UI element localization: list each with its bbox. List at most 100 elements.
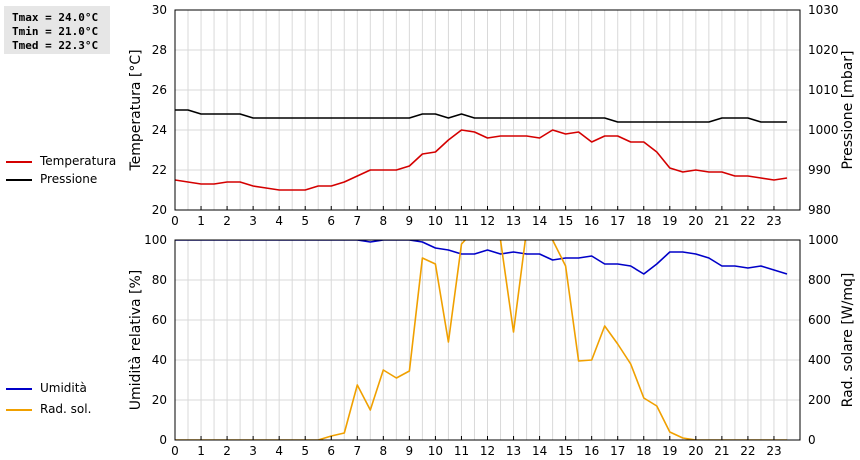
x-tick-label: 14 xyxy=(532,214,547,228)
y-right-axis-title: Pressione [mbar] xyxy=(840,50,856,169)
x-tick-label: 23 xyxy=(766,214,781,228)
legend-radsol-swatch xyxy=(6,409,32,411)
grid-vertical xyxy=(187,10,788,210)
stats-box: Tmax = 24.0°C Tmin = 21.0°C Tmed = 22.3°… xyxy=(4,6,110,54)
x-tick-label: 16 xyxy=(584,214,599,228)
x-tick-label: 20 xyxy=(688,214,703,228)
legend-radsol-label: Rad. sol. xyxy=(40,402,92,416)
x-tick-label: 4 xyxy=(275,214,283,228)
y-right-tick-label: 1000 xyxy=(808,123,839,137)
x-tick-label: 20 xyxy=(688,444,703,458)
x-tick-label: 13 xyxy=(506,214,521,228)
x-tick-label: 19 xyxy=(662,444,677,458)
x-tick-label: 1 xyxy=(197,214,205,228)
x-axis-ticks: 0 1 2 3 4 5 6 7 8 9 10 11 12 13 14 15 16 17 18 19 20 21 22 23 xyxy=(171,206,782,228)
y-left-tick-label: 20 xyxy=(152,203,167,217)
y-right-tick-label: 990 xyxy=(808,163,831,177)
x-tick-label: 17 xyxy=(610,214,625,228)
y-right-tick-label: 800 xyxy=(808,273,831,287)
chart-temp-pressure: 0 1 2 3 4 5 6 7 8 9 10 11 12 13 14 15 16 17 18 19 20 21 22 2320… xyxy=(128,3,856,228)
y-right-tick-label: 0 xyxy=(808,433,816,447)
legend-pressione-swatch xyxy=(6,179,32,181)
y-left-tick-label: 28 xyxy=(152,43,167,57)
tmin-text: Tmin = 21.0°C xyxy=(12,25,99,38)
x-tick-label: 8 xyxy=(380,214,388,228)
y-left-tick-label: 24 xyxy=(152,123,167,137)
y-right-tick-label: 1020 xyxy=(808,43,839,57)
x-tick-label: 0 xyxy=(171,444,179,458)
legend-pressione-label: Pressione xyxy=(40,172,98,186)
y-left-tick-label: 60 xyxy=(152,313,167,327)
y-left-tick-label: 80 xyxy=(152,273,167,287)
y-left-axis-title: Temperatura [°C] xyxy=(128,49,144,171)
legend-temperatura-label: Temperatura xyxy=(40,154,117,168)
y-right-ticks: 0 200 400 600 800 1000 xyxy=(808,233,839,447)
y-right-tick-label: 400 xyxy=(808,353,831,367)
y-right-tick-label: 600 xyxy=(808,313,831,327)
x-tick-label: 11 xyxy=(454,214,469,228)
y-left-axis-title: Umidità relativa [%] xyxy=(128,270,144,411)
tmax-text: Tmax = 24.0°C xyxy=(12,11,99,24)
y-right-tick-label: 980 xyxy=(808,203,831,217)
x-tick-label: 11 xyxy=(454,444,469,458)
x-tick-label: 18 xyxy=(636,214,651,228)
y-left-tick-label: 0 xyxy=(159,433,167,447)
x-tick-label: 4 xyxy=(275,444,283,458)
x-tick-label: 5 xyxy=(301,214,309,228)
y-right-axis-title: Rad. solare [W/mq] xyxy=(840,273,856,408)
legend-umidita-swatch xyxy=(6,388,32,390)
x-tick-label: 7 xyxy=(353,214,361,228)
series-line-temperatura xyxy=(175,129,788,191)
x-tick-label: 3 xyxy=(249,444,257,458)
x-tick-label: 0 xyxy=(171,214,179,228)
y-right-tick-label: 1030 xyxy=(808,3,839,17)
y-right-tick-label: 1000 xyxy=(808,233,839,247)
x-tick-label: 6 xyxy=(327,214,335,228)
x-tick-label: 18 xyxy=(636,444,651,458)
x-axis-ticks: 0 1 2 3 4 5 6 7 8 9 10 11 12 13 14 15 16 17 18 19 20 21 22 23 xyxy=(171,436,782,458)
x-tick-label: 9 xyxy=(406,214,414,228)
x-tick-label: 7 xyxy=(353,444,361,458)
series-line-pressione xyxy=(175,109,787,123)
x-tick-label: 12 xyxy=(480,214,495,228)
x-tick-label: 13 xyxy=(506,444,521,458)
x-tick-label: 14 xyxy=(532,444,547,458)
chart-humidity-solar: 0 1 2 3 4 5 6 7 8 9 10 11 12 13 14 15 16 17 18 19 20 21 22 2302… xyxy=(128,233,856,458)
y-right-tick-label: 200 xyxy=(808,393,831,407)
y-left-tick-label: 20 xyxy=(152,393,167,407)
grid-horizontal xyxy=(175,279,800,401)
tmed-text: Tmed = 22.3°C xyxy=(12,39,99,52)
y-left-tick-label: 100 xyxy=(144,233,167,247)
legend-temperatura-swatch xyxy=(6,161,32,163)
x-tick-label: 2 xyxy=(223,214,231,228)
y-left-tick-label: 40 xyxy=(152,353,167,367)
x-tick-label: 12 xyxy=(480,444,495,458)
x-tick-label: 5 xyxy=(301,444,309,458)
x-tick-label: 15 xyxy=(558,214,573,228)
x-tick-label: 1 xyxy=(197,444,205,458)
y-right-tick-label: 1010 xyxy=(808,83,839,97)
x-tick-label: 15 xyxy=(558,444,573,458)
x-tick-label: 21 xyxy=(714,214,729,228)
legend-umidita-label: Umidità xyxy=(40,381,87,395)
x-tick-label: 17 xyxy=(610,444,625,458)
x-tick-label: 2 xyxy=(223,444,231,458)
y-left-tick-label: 30 xyxy=(152,3,167,17)
series-line-umidit xyxy=(175,240,788,275)
x-tick-label: 23 xyxy=(766,444,781,458)
x-tick-label: 6 xyxy=(327,444,335,458)
x-tick-label: 9 xyxy=(406,444,414,458)
x-tick-label: 10 xyxy=(428,444,443,458)
x-tick-label: 10 xyxy=(428,214,443,228)
x-tick-label: 21 xyxy=(714,444,729,458)
y-left-ticks: 0 20 40 60 80 100 xyxy=(144,233,167,447)
x-tick-label: 3 xyxy=(249,214,257,228)
y-right-ticks: 980 990 1000 1010 1020 1030 xyxy=(808,3,839,217)
grid-vertical xyxy=(187,240,788,440)
series-line-rad-sol xyxy=(175,240,787,440)
y-left-tick-label: 22 xyxy=(152,163,167,177)
x-tick-label: 19 xyxy=(662,214,677,228)
x-tick-label: 22 xyxy=(740,444,755,458)
x-tick-label: 16 xyxy=(584,444,599,458)
